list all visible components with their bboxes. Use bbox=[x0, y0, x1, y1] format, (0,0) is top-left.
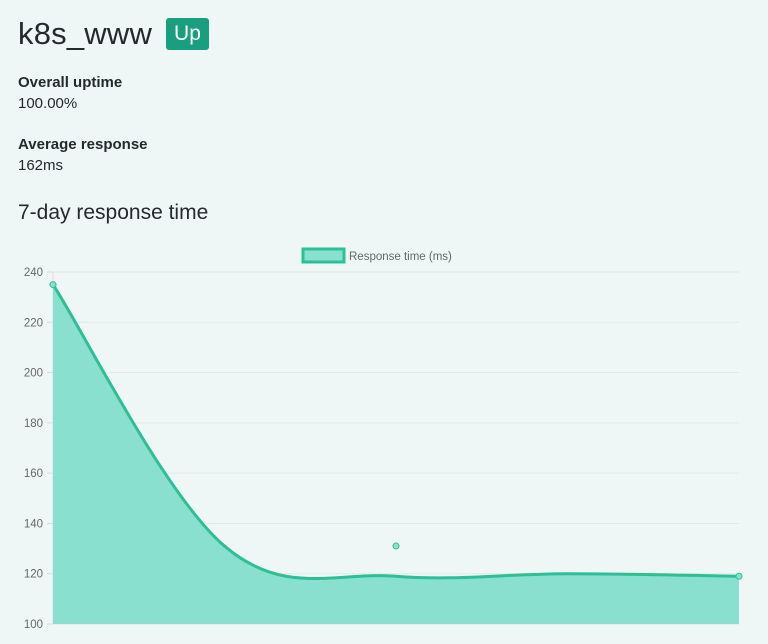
y-tick-label: 100 bbox=[24, 619, 43, 631]
y-tick-label: 220 bbox=[24, 317, 43, 329]
y-tick-label: 140 bbox=[24, 518, 43, 530]
site-header: k8s_www Up bbox=[18, 16, 209, 52]
chart-svg: 240 220 200 180 160 140 120 100 Response time (… bbox=[24, 247, 743, 631]
uptime-label: Overall uptime bbox=[18, 74, 123, 91]
chart-title: 7-day response time bbox=[18, 201, 209, 224]
response-time-area bbox=[53, 284, 739, 624]
uptime-stat: Overall uptime 100.00% bbox=[18, 74, 122, 112]
data-point bbox=[392, 542, 400, 550]
response-time-line bbox=[51, 283, 740, 581]
y-tick-label: 180 bbox=[24, 418, 43, 430]
response-time-chart: 240 220 200 180 160 140 120 100 Response time (… bbox=[0, 240, 768, 644]
y-tick-label: 240 bbox=[24, 267, 43, 279]
average-response-value: 162ms bbox=[18, 157, 64, 174]
chart-legend[interactable]: Response time (ms) bbox=[301, 247, 452, 264]
uptime-value: 100.00% bbox=[18, 95, 78, 112]
legend-label[interactable]: Response time (ms) bbox=[349, 251, 452, 263]
y-tick-label: 120 bbox=[24, 569, 43, 581]
y-tick-label: 160 bbox=[24, 468, 43, 480]
y-tick-label: 200 bbox=[24, 368, 43, 380]
data-point bbox=[735, 572, 743, 580]
average-response-label: Average response bbox=[18, 136, 148, 153]
average-response-stat: Average response 162ms bbox=[18, 136, 148, 174]
status-badge: Up bbox=[166, 17, 209, 51]
legend-swatch[interactable] bbox=[301, 247, 346, 264]
data-point bbox=[49, 281, 57, 289]
chart-series bbox=[49, 281, 743, 624]
site-name: k8s_www bbox=[18, 16, 153, 51]
chart-y-axis: 240 220 200 180 160 140 120 100 bbox=[24, 267, 54, 631]
